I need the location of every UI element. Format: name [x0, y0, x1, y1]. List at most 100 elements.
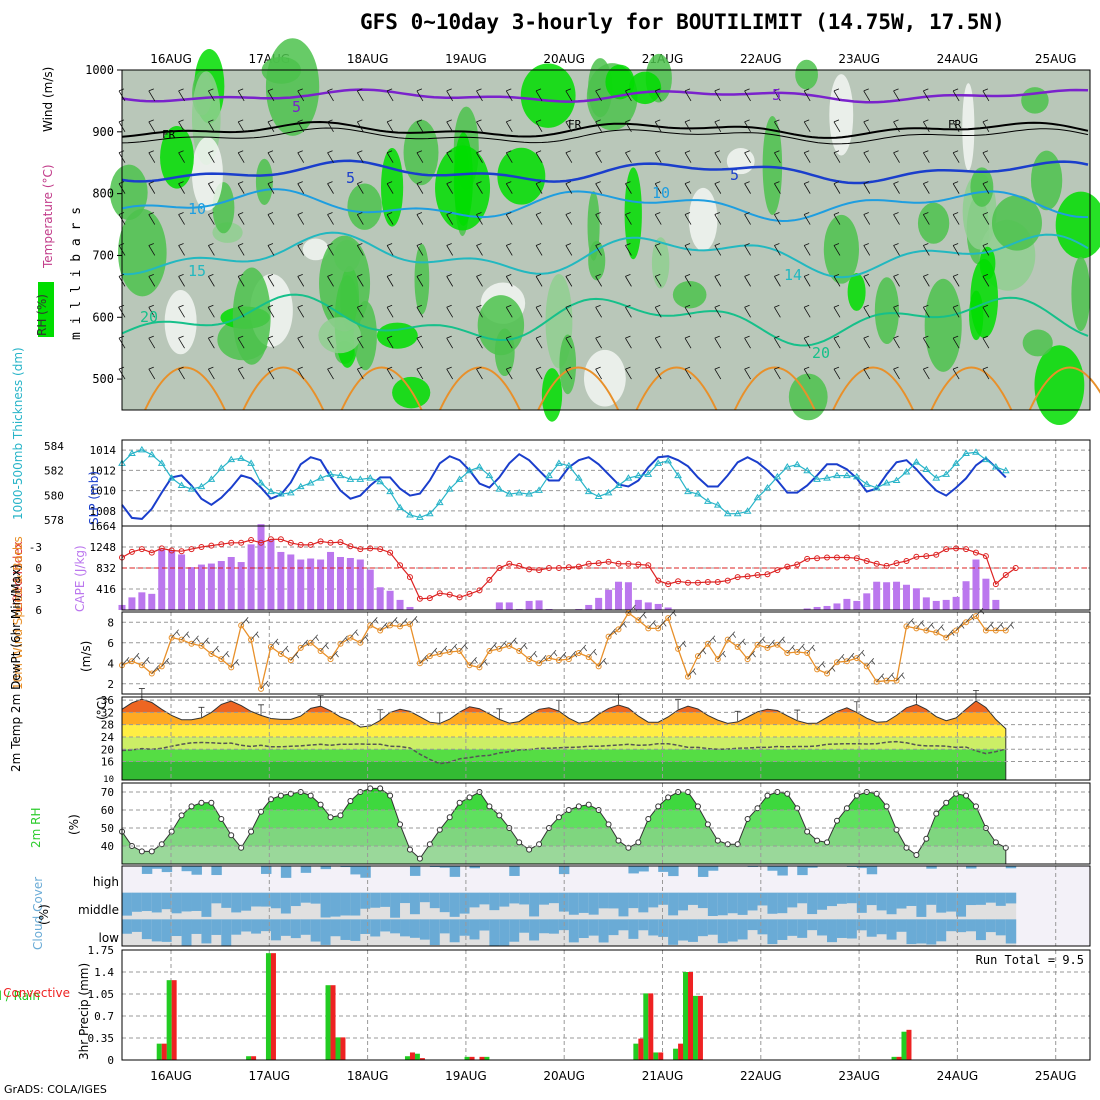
- cloud-empty-cell: [906, 892, 917, 920]
- wind-barb: [625, 366, 632, 380]
- wind-barb: [922, 181, 930, 194]
- lifted-index-point: [824, 554, 831, 561]
- cloud-cell: [439, 892, 451, 913]
- rh-point: [724, 841, 731, 848]
- cloud-cell: [310, 919, 322, 942]
- wind-speed-point: [148, 670, 155, 677]
- wind-barb: [595, 181, 602, 194]
- wind-speed-point: [992, 627, 999, 634]
- cloud-cell: [141, 919, 153, 940]
- cloud-cell: [548, 892, 560, 904]
- wind-barb: [476, 181, 483, 194]
- cloud-cell: [836, 919, 848, 938]
- cloud-cell: [658, 892, 669, 905]
- wind-barb: [476, 212, 483, 225]
- wind-barb: [446, 119, 454, 133]
- lifted-index-point: [635, 561, 642, 568]
- wind-barb: [267, 119, 275, 133]
- wind-barb: [356, 304, 364, 318]
- date-label-bottom: 17AUG: [249, 1069, 291, 1083]
- cape-bar: [525, 600, 533, 610]
- contour-label: 10: [188, 200, 206, 218]
- wind-barb: [237, 366, 245, 380]
- precip-tick-label: 1.75: [88, 944, 115, 957]
- cloud-cell: [777, 866, 788, 876]
- wind-barb: [267, 273, 275, 287]
- rh-point: [307, 792, 314, 799]
- rh-point: [764, 792, 771, 799]
- cloud-cell: [469, 919, 480, 940]
- wind-barb: [982, 243, 990, 256]
- thickness-point: [515, 488, 524, 496]
- cloud-cell: [866, 892, 878, 906]
- precip-convective-bar: [648, 993, 654, 1060]
- cloud-cell: [330, 892, 341, 917]
- precip-total-bar: [692, 995, 698, 1060]
- rh-point: [605, 821, 612, 828]
- wind-barb: [684, 335, 692, 349]
- cloud-cell: [926, 892, 937, 905]
- thickness-point: [574, 474, 583, 481]
- wind-barb: [833, 304, 841, 318]
- cloud-cell: [320, 892, 332, 918]
- cloud-cell: [737, 919, 749, 940]
- cloud-cell: [122, 892, 133, 916]
- cape-bar: [287, 554, 295, 610]
- cape-bar: [873, 581, 881, 610]
- lifted-index-point: [853, 555, 860, 562]
- cape-bar: [297, 559, 305, 610]
- cape-bar: [317, 559, 325, 610]
- wind-barb: [386, 88, 394, 102]
- thickness-point: [733, 509, 742, 517]
- cloud-cell: [151, 866, 163, 869]
- cape-bar: [197, 564, 205, 610]
- wind-barb: [297, 88, 305, 102]
- wind-barb: [684, 273, 692, 287]
- thickness-point: [783, 463, 792, 470]
- wind-barb: [922, 150, 930, 163]
- rh-cell: [924, 278, 962, 372]
- cloud-cell: [211, 919, 222, 935]
- wind-barb: [476, 119, 483, 133]
- cloud-cell: [727, 892, 739, 914]
- wind-barb: [654, 366, 662, 380]
- thickness-point: [713, 501, 722, 508]
- date-label-bottom: 19AUG: [445, 1069, 487, 1083]
- wind-barb-10m: [330, 650, 339, 660]
- cape-bar: [495, 602, 503, 610]
- cloud-cell: [409, 919, 421, 938]
- cloud-cell: [539, 919, 550, 934]
- wind-barb-10m: [935, 624, 945, 633]
- lifted-index-point: [982, 553, 989, 560]
- wind-barb: [178, 366, 185, 380]
- wind-barb: [237, 150, 245, 163]
- date-label-bottom: 25AUG: [1035, 1069, 1077, 1083]
- cape-bar: [823, 605, 831, 610]
- cloud-cell: [1005, 892, 1017, 904]
- cloud-cell: [866, 866, 878, 875]
- cloud-cell: [489, 892, 500, 911]
- rh-point: [843, 805, 850, 812]
- contour-label: 10: [652, 184, 670, 202]
- temp-minmax-whisker: [258, 704, 265, 715]
- lifted-index-point: [337, 539, 344, 546]
- cloud-cell: [946, 892, 957, 912]
- wind-barb-10m: [230, 659, 240, 668]
- wind-barb: [416, 181, 424, 194]
- wind-barb-10m: [469, 657, 478, 666]
- wind-barb-10m: [727, 631, 737, 640]
- precip-convective-bar: [469, 1056, 475, 1060]
- lifted-index-point: [248, 537, 255, 543]
- wind-barb-10m: [995, 622, 1005, 631]
- lifted-index-point: [972, 549, 979, 556]
- wind-barb-10m: [677, 640, 687, 650]
- lifted-index-point: [178, 548, 185, 555]
- lifted-index-point: [357, 546, 364, 553]
- rh-cell: [823, 214, 859, 284]
- cloud-cell: [817, 892, 828, 910]
- contour-label: 5: [730, 166, 739, 184]
- wind-barb: [714, 150, 722, 163]
- precip-convective-bar: [340, 1037, 346, 1060]
- wind-barb-10m: [896, 672, 905, 681]
- cloud-cell: [638, 866, 649, 872]
